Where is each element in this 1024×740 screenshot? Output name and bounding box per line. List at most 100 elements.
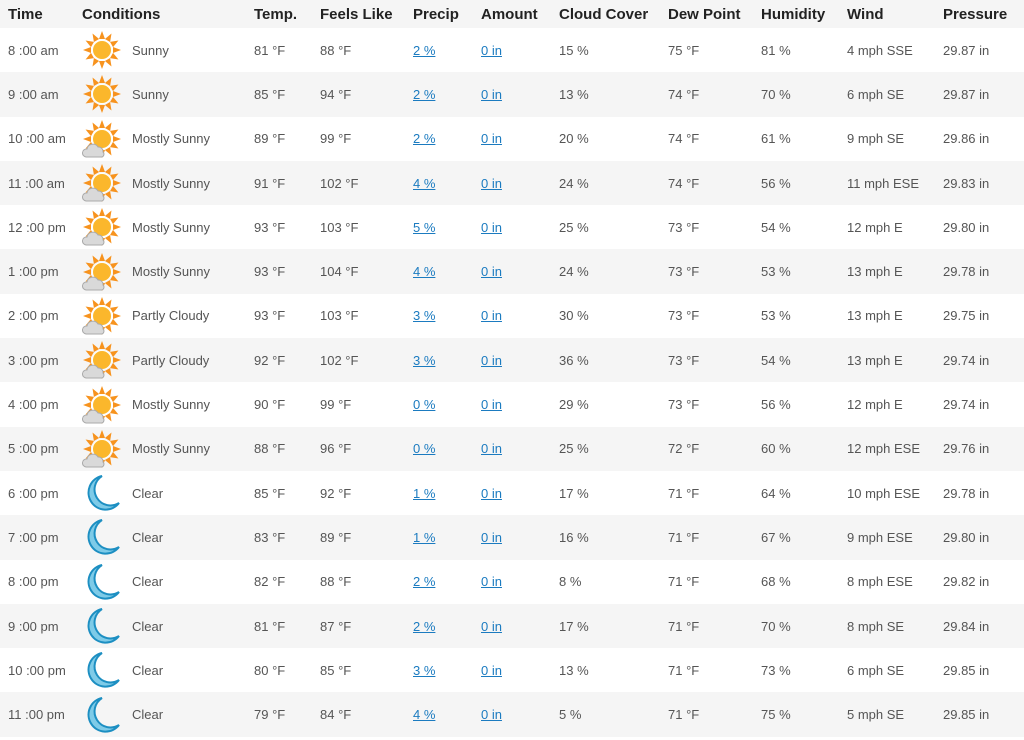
- cell-precip: 5 %: [413, 205, 481, 250]
- conditions-label: Partly Cloudy: [132, 352, 210, 368]
- cell-wind: 8 mph SE: [847, 603, 943, 649]
- table-row: 9 :00 pm Clear 81 °F 87 °F 2 % 0 in 17 % 71 °F 7…: [0, 603, 1024, 649]
- precip-link[interactable]: 3 %: [413, 662, 436, 678]
- cell-pressure: 29.82 in: [943, 559, 1024, 604]
- precip-link[interactable]: 1 %: [413, 485, 436, 501]
- cell-amount: 0 in: [481, 293, 559, 339]
- table-row: 9 :00 am Sunny 85 °F 94 °F 2 % 0 in 13 % 74 °F 7…: [0, 72, 1024, 117]
- cell-precip: 4 %: [413, 692, 481, 737]
- amount-link[interactable]: 0 in: [481, 397, 502, 413]
- precip-link[interactable]: 3 %: [413, 308, 436, 324]
- cell-time: 6 :00 pm: [0, 470, 82, 516]
- precip-link[interactable]: 2 %: [413, 618, 436, 634]
- cell-feels-like: 88 °F: [320, 559, 413, 604]
- cell-feels-like: 99 °F: [320, 116, 413, 161]
- amount-link[interactable]: 0 in: [481, 131, 502, 147]
- precip-link[interactable]: 2 %: [413, 574, 436, 590]
- cell-precip: 2 %: [413, 72, 481, 117]
- cell-precip: 3 %: [413, 293, 481, 339]
- amount-link[interactable]: 0 in: [481, 264, 502, 280]
- cell-conditions: Clear: [82, 515, 254, 560]
- cell-pressure: 29.85 in: [943, 648, 1024, 693]
- cell-dew-point: 74 °F: [668, 160, 761, 206]
- table-row: 10 :00 am Mostly Sunny 89 °F 99 °F 2 % 0 in 20…: [0, 116, 1024, 161]
- precip-link[interactable]: 1 %: [413, 529, 436, 545]
- conditions-label: Partly Cloudy: [132, 308, 210, 324]
- cell-cloud-cover: 29 %: [559, 382, 668, 427]
- cell-time: 8 :00 pm: [0, 559, 82, 604]
- cell-amount: 0 in: [481, 515, 559, 560]
- cell-dew-point: 73 °F: [668, 249, 761, 294]
- amount-link[interactable]: 0 in: [481, 574, 502, 590]
- cell-wind: 9 mph SE: [847, 116, 943, 161]
- cell-precip: 3 %: [413, 338, 481, 383]
- precip-link[interactable]: 4 %: [413, 264, 436, 280]
- cell-conditions: Clear: [82, 559, 254, 604]
- cell-wind: 10 mph ESE: [847, 470, 943, 516]
- table-row: 10 :00 pm Clear 80 °F 85 °F 3 % 0 in 13 % 71 °F…: [0, 648, 1024, 693]
- precip-link[interactable]: 4 %: [413, 175, 436, 191]
- amount-link[interactable]: 0 in: [481, 485, 502, 501]
- cell-pressure: 29.76 in: [943, 426, 1024, 471]
- amount-link[interactable]: 0 in: [481, 175, 502, 191]
- precip-link[interactable]: 0 %: [413, 441, 436, 457]
- amount-link[interactable]: 0 in: [481, 219, 502, 235]
- amount-link[interactable]: 0 in: [481, 86, 502, 102]
- amount-link[interactable]: 0 in: [481, 662, 502, 678]
- amount-link[interactable]: 0 in: [481, 618, 502, 634]
- header-dew-point: Dew Point: [668, 0, 761, 28]
- cell-precip: 1 %: [413, 470, 481, 516]
- header-amount: Amount: [481, 0, 559, 28]
- cell-wind: 12 mph E: [847, 205, 943, 250]
- cell-conditions: Mostly Sunny: [82, 382, 254, 427]
- cell-feels-like: 99 °F: [320, 382, 413, 427]
- precip-link[interactable]: 2 %: [413, 131, 436, 147]
- cell-dew-point: 73 °F: [668, 382, 761, 427]
- cell-humidity: 61 %: [761, 116, 847, 161]
- precip-link[interactable]: 3 %: [413, 352, 436, 368]
- cell-precip: 0 %: [413, 426, 481, 471]
- cell-precip: 4 %: [413, 160, 481, 206]
- moon-icon: [87, 519, 120, 556]
- conditions-label: Clear: [132, 662, 164, 678]
- amount-link[interactable]: 0 in: [481, 707, 502, 723]
- amount-link[interactable]: 0 in: [481, 441, 502, 457]
- cell-temp: 81 °F: [254, 603, 320, 649]
- cell-dew-point: 71 °F: [668, 603, 761, 649]
- precip-link[interactable]: 0 %: [413, 397, 436, 413]
- cell-pressure: 29.87 in: [943, 28, 1024, 73]
- amount-link[interactable]: 0 in: [481, 308, 502, 324]
- sun-cloud-icon: [82, 208, 121, 247]
- conditions: Sunny: [82, 74, 254, 114]
- cell-cloud-cover: 25 %: [559, 426, 668, 471]
- cell-precip: 4 %: [413, 249, 481, 294]
- table-row: 2 :00 pm Partly Cloudy 93 °F 103 °F 3 % 0 in 3…: [0, 293, 1024, 339]
- header-humidity: Humidity: [761, 0, 847, 28]
- precip-link[interactable]: 4 %: [413, 707, 436, 723]
- cell-cloud-cover: 30 %: [559, 293, 668, 339]
- cell-time: 9 :00 pm: [0, 603, 82, 649]
- cell-cloud-cover: 36 %: [559, 338, 668, 383]
- table-row: 11 :00 am Mostly Sunny 91 °F 102 °F 4 % 0 in 2…: [0, 160, 1024, 206]
- cell-temp: 93 °F: [254, 293, 320, 339]
- amount-link[interactable]: 0 in: [481, 529, 502, 545]
- cell-amount: 0 in: [481, 28, 559, 73]
- cell-time: 7 :00 pm: [0, 515, 82, 560]
- cell-conditions: Mostly Sunny: [82, 160, 254, 206]
- conditions: Clear: [82, 606, 254, 646]
- cell-pressure: 29.85 in: [943, 692, 1024, 737]
- precip-link[interactable]: 2 %: [413, 86, 436, 102]
- cell-wind: 9 mph ESE: [847, 515, 943, 560]
- cell-wind: 13 mph E: [847, 293, 943, 339]
- precip-link[interactable]: 2 %: [413, 42, 436, 58]
- cell-precip: 0 %: [413, 382, 481, 427]
- amount-link[interactable]: 0 in: [481, 42, 502, 58]
- cell-time: 3 :00 pm: [0, 338, 82, 383]
- cell-dew-point: 74 °F: [668, 116, 761, 161]
- moon-icon: [87, 652, 120, 688]
- cell-wind: 13 mph E: [847, 249, 943, 294]
- conditions-label: Mostly Sunny: [132, 175, 211, 191]
- amount-link[interactable]: 0 in: [481, 352, 502, 368]
- table-row: 8 :00 am Sunny 81 °F 88 °F 2 % 0 in 15 % 75 °F 8…: [0, 28, 1024, 73]
- precip-link[interactable]: 5 %: [413, 219, 436, 235]
